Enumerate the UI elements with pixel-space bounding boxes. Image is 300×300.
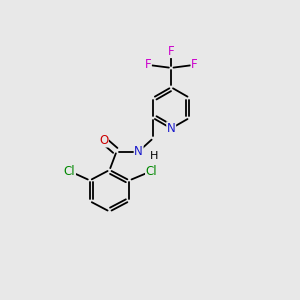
Text: Cl: Cl — [64, 165, 75, 178]
Text: F: F — [145, 58, 151, 71]
Text: Cl: Cl — [146, 165, 157, 178]
Text: H: H — [150, 151, 158, 161]
Text: F: F — [191, 58, 198, 71]
Text: F: F — [168, 44, 175, 58]
Text: N: N — [134, 145, 143, 158]
Text: O: O — [99, 134, 108, 147]
Text: N: N — [167, 122, 176, 135]
